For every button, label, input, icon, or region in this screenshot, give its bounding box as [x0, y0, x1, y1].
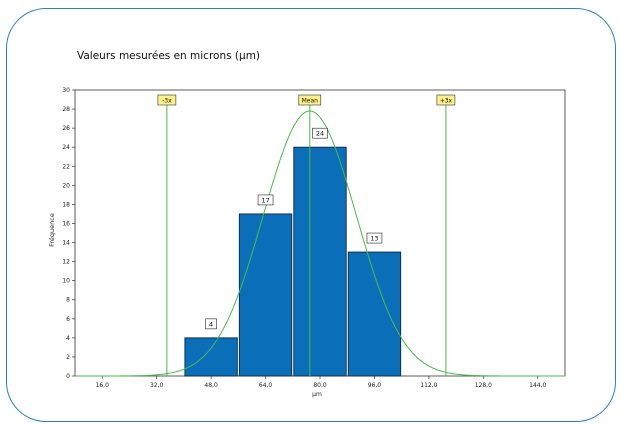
y-tick-label: 22 — [62, 163, 70, 170]
reference-line-tag — [157, 94, 177, 106]
histogram-bar — [293, 146, 347, 377]
data-label-box — [257, 194, 274, 206]
histogram-bar — [238, 213, 293, 377]
y-tick-label: 24 — [62, 144, 70, 151]
reference-line-label: Mean — [302, 98, 319, 105]
y-tick-label: 8 — [66, 297, 70, 304]
x-tick-label: 80,0 — [313, 382, 327, 389]
y-tick-label: 0 — [66, 373, 70, 380]
data-label: 4 — [209, 320, 213, 328]
normal-distribution-curve — [75, 110, 565, 377]
x-tick-label: 32,0 — [150, 382, 164, 389]
histogram-bar — [347, 251, 402, 377]
y-tick-label: 10 — [62, 278, 70, 285]
reference-line-label: -3x — [162, 98, 172, 105]
data-label-box — [312, 127, 328, 139]
y-tick-label: 12 — [62, 259, 70, 266]
y-tick-label: 6 — [66, 316, 70, 323]
reference-line-label: +3x — [440, 98, 453, 105]
y-tick-label: 20 — [62, 182, 70, 189]
reference-line-tag — [298, 94, 322, 106]
data-label-box — [205, 318, 217, 330]
x-tick-label: 144,0 — [529, 382, 546, 389]
x-tick-label: 96,0 — [368, 382, 382, 389]
x-tick-label: 112,0 — [420, 382, 437, 389]
histogram-bar — [184, 337, 238, 377]
y-tick-label: 28 — [62, 106, 70, 113]
x-axis-title: µm — [312, 391, 322, 398]
y-tick-label: 4 — [66, 335, 70, 342]
y-tick-label: 14 — [62, 240, 70, 247]
data-label-box — [366, 232, 383, 244]
x-tick-label: 64,0 — [259, 382, 273, 389]
y-tick-label: 16 — [62, 220, 70, 227]
data-label: 17 — [261, 196, 269, 204]
y-tick-label: 26 — [62, 125, 70, 132]
reference-line-tag — [436, 94, 456, 106]
y-tick-label: 30 — [62, 87, 70, 94]
y-tick-label: 2 — [66, 354, 70, 361]
chart-frame — [6, 8, 616, 422]
x-tick-label: 16,0 — [96, 382, 110, 389]
data-label: 13 — [370, 235, 378, 243]
data-label: 24 — [316, 130, 324, 138]
x-tick-label: 128,0 — [475, 382, 492, 389]
chart-title: Valeurs mesurées en microns (µm) — [77, 50, 261, 62]
x-tick-label: 48,0 — [204, 382, 218, 389]
y-tick-label: 18 — [62, 201, 70, 208]
